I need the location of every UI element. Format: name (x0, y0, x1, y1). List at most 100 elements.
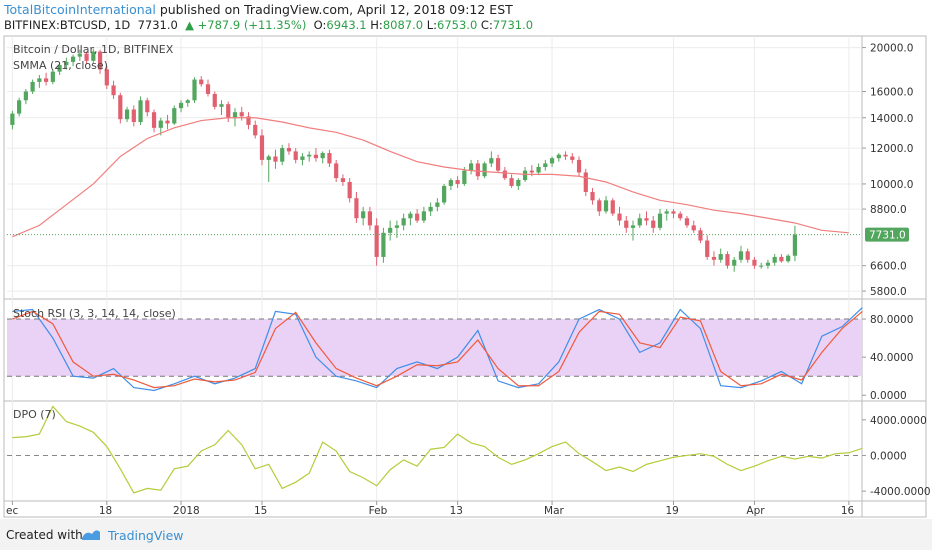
x-tick-label: 13 (450, 505, 463, 517)
stoch-rsi-line (12, 307, 863, 392)
candle (327, 153, 332, 164)
candle (684, 218, 690, 226)
candle (300, 156, 305, 160)
candle (131, 109, 136, 123)
low-value: 6753.0 (437, 18, 478, 32)
candle (226, 104, 231, 118)
candle (570, 156, 575, 160)
x-tick-label: Mar (544, 505, 564, 517)
candle (192, 79, 197, 101)
author-link[interactable]: TotalBitcoinInternational (4, 2, 156, 17)
candle (455, 180, 460, 184)
candle (469, 163, 474, 171)
y-tick-label: 20000.0 (870, 43, 913, 55)
low-label: L: (426, 18, 438, 32)
change-value: +787.9 (+11.35%) (197, 18, 307, 32)
open-label: O: (313, 18, 327, 32)
candle (509, 178, 514, 186)
y-tick-label: 0.0000 (870, 450, 907, 462)
candle (57, 65, 62, 72)
x-tick-label: 15 (254, 505, 267, 517)
published-text: published on TradingView.com, April 12, … (155, 2, 513, 17)
candle (77, 53, 82, 57)
candle (664, 211, 669, 214)
candle (421, 211, 426, 221)
candle (307, 154, 312, 157)
tradingview-logo-icon (82, 530, 100, 540)
candle (725, 254, 730, 266)
high-value: 8087.0 (382, 18, 424, 32)
candle (556, 154, 561, 159)
x-tick-label: 18 (99, 505, 112, 517)
candle (786, 255, 791, 262)
y-tick-label: 16000.0 (870, 86, 913, 98)
publish-info: TotalBitcoinInternational published on T… (4, 2, 513, 17)
candle (765, 262, 771, 266)
candle (320, 153, 325, 159)
dpo-pane: 4000.0000 0.0000 -4000.0000 (7, 405, 931, 498)
candle (97, 51, 103, 70)
candle (705, 240, 710, 257)
candle (792, 234, 798, 256)
candle (448, 180, 453, 186)
candle (678, 213, 683, 219)
candle (313, 154, 319, 159)
candle (522, 170, 528, 181)
y-tick-label: 5800.0 (870, 286, 907, 298)
open-value: 6943.1 (326, 18, 367, 32)
stoch-rsi-line (12, 310, 863, 389)
candle (394, 225, 399, 228)
candle (259, 135, 265, 160)
candle (354, 198, 359, 219)
candle (732, 259, 737, 266)
candle (232, 112, 238, 118)
symbol-info: BITFINEX:BTCUSD, 1D 7731.0 ▲ +787.9 (+11… (4, 18, 533, 32)
candle (239, 112, 244, 117)
candle (745, 251, 750, 260)
candle (361, 211, 366, 219)
candle (597, 200, 602, 212)
candle (549, 158, 555, 164)
candle (23, 91, 28, 101)
y-tick-label: 80.0000 (870, 314, 913, 326)
y-tick-label: 0.0000 (870, 390, 907, 402)
candle (70, 56, 76, 62)
y-tick-label: -4000.0000 (870, 486, 931, 498)
candle (475, 163, 480, 177)
candle (738, 251, 744, 260)
y-tick-label: 8800.0 (870, 204, 907, 216)
x-tick-label: ec (6, 505, 18, 517)
candle (644, 218, 649, 221)
y-tick-label: 12000.0 (870, 143, 913, 155)
candle (273, 156, 278, 162)
tradingview-link[interactable]: TradingView (108, 528, 184, 543)
candle (199, 79, 204, 85)
x-tick-label: 16 (841, 505, 855, 517)
candle (374, 225, 379, 257)
candle (563, 154, 568, 157)
chart-canvas[interactable]: 20000.0 16000.0 14000.0 12000.0 10000.0 8800.… (0, 0, 932, 519)
candle (50, 71, 55, 82)
price-pane-title: Bitcoin / Dollar, 1D, BITFINEX (13, 43, 174, 56)
close-label: C: (480, 18, 493, 32)
smma-line (12, 117, 849, 238)
candle (347, 181, 352, 199)
candle (138, 100, 143, 123)
dpo-line (12, 405, 863, 494)
candle (17, 100, 22, 114)
candle (185, 100, 190, 103)
candle (482, 163, 487, 177)
high-label: H: (370, 18, 383, 32)
candle (711, 256, 717, 260)
y-tick-label: 6600.0 (870, 261, 907, 273)
candle (590, 191, 595, 201)
candle (442, 185, 447, 203)
candle (145, 100, 150, 113)
candle (172, 108, 177, 124)
stoch-rsi-pane: 80.0000 40.0000 0.0000 (7, 307, 913, 402)
candle (576, 159, 582, 173)
candle (64, 61, 69, 66)
candle (772, 256, 777, 263)
candle (718, 254, 723, 260)
candle (84, 53, 89, 61)
